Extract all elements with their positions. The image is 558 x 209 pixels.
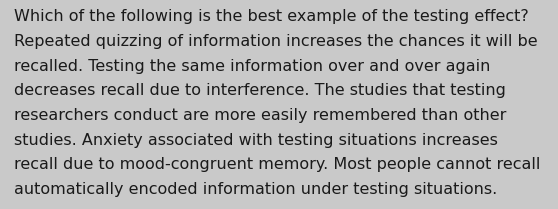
Text: decreases recall due to interference. The studies that testing: decreases recall due to interference. Th… (14, 83, 506, 98)
Text: recalled. Testing the same information over and over again: recalled. Testing the same information o… (14, 59, 490, 74)
Text: automatically encoded information under testing situations.: automatically encoded information under … (14, 182, 497, 197)
Text: Which of the following is the best example of the testing effect?: Which of the following is the best examp… (14, 9, 528, 24)
Text: researchers conduct are more easily remembered than other: researchers conduct are more easily reme… (14, 108, 506, 123)
Text: studies. Anxiety associated with testing situations increases: studies. Anxiety associated with testing… (14, 133, 498, 148)
Text: Repeated quizzing of information increases the chances it will be: Repeated quizzing of information increas… (14, 34, 537, 49)
Text: recall due to mood-congruent memory. Most people cannot recall: recall due to mood-congruent memory. Mos… (14, 157, 540, 172)
